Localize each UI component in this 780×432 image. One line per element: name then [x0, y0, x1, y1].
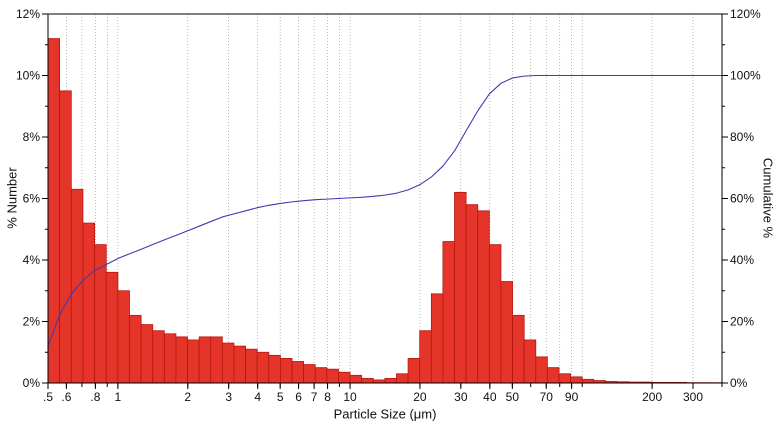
- svg-text:70: 70: [540, 390, 554, 404]
- svg-text:20: 20: [413, 390, 427, 404]
- svg-text:.8: .8: [90, 390, 100, 404]
- svg-text:0%: 0%: [23, 376, 41, 390]
- svg-text:80%: 80%: [730, 130, 754, 144]
- svg-text:40%: 40%: [730, 253, 754, 267]
- svg-text:.5: .5: [43, 390, 53, 404]
- svg-text:8: 8: [324, 390, 331, 404]
- svg-text:12%: 12%: [16, 7, 40, 21]
- svg-text:6%: 6%: [23, 192, 41, 206]
- svg-text:60%: 60%: [730, 192, 754, 206]
- svg-text:200: 200: [642, 390, 662, 404]
- svg-text:2%: 2%: [23, 315, 41, 329]
- svg-text:100%: 100%: [730, 69, 761, 83]
- svg-text:120%: 120%: [730, 7, 761, 21]
- svg-text:10: 10: [343, 390, 357, 404]
- svg-text:7: 7: [311, 390, 318, 404]
- svg-text:3: 3: [225, 390, 232, 404]
- svg-text:40: 40: [483, 390, 497, 404]
- svg-text:10%: 10%: [16, 69, 40, 83]
- svg-text:1: 1: [115, 390, 122, 404]
- svg-text:4%: 4%: [23, 253, 41, 267]
- svg-text:0%: 0%: [730, 376, 748, 390]
- svg-text:4: 4: [254, 390, 261, 404]
- svg-text:2: 2: [184, 390, 191, 404]
- svg-text:300: 300: [683, 390, 703, 404]
- svg-text:8%: 8%: [23, 130, 41, 144]
- svg-text:50: 50: [506, 390, 520, 404]
- svg-text:.6: .6: [61, 390, 71, 404]
- svg-text:30: 30: [454, 390, 468, 404]
- svg-text:90: 90: [565, 390, 579, 404]
- svg-text:5: 5: [277, 390, 284, 404]
- svg-text:6: 6: [295, 390, 302, 404]
- svg-text:20%: 20%: [730, 315, 754, 329]
